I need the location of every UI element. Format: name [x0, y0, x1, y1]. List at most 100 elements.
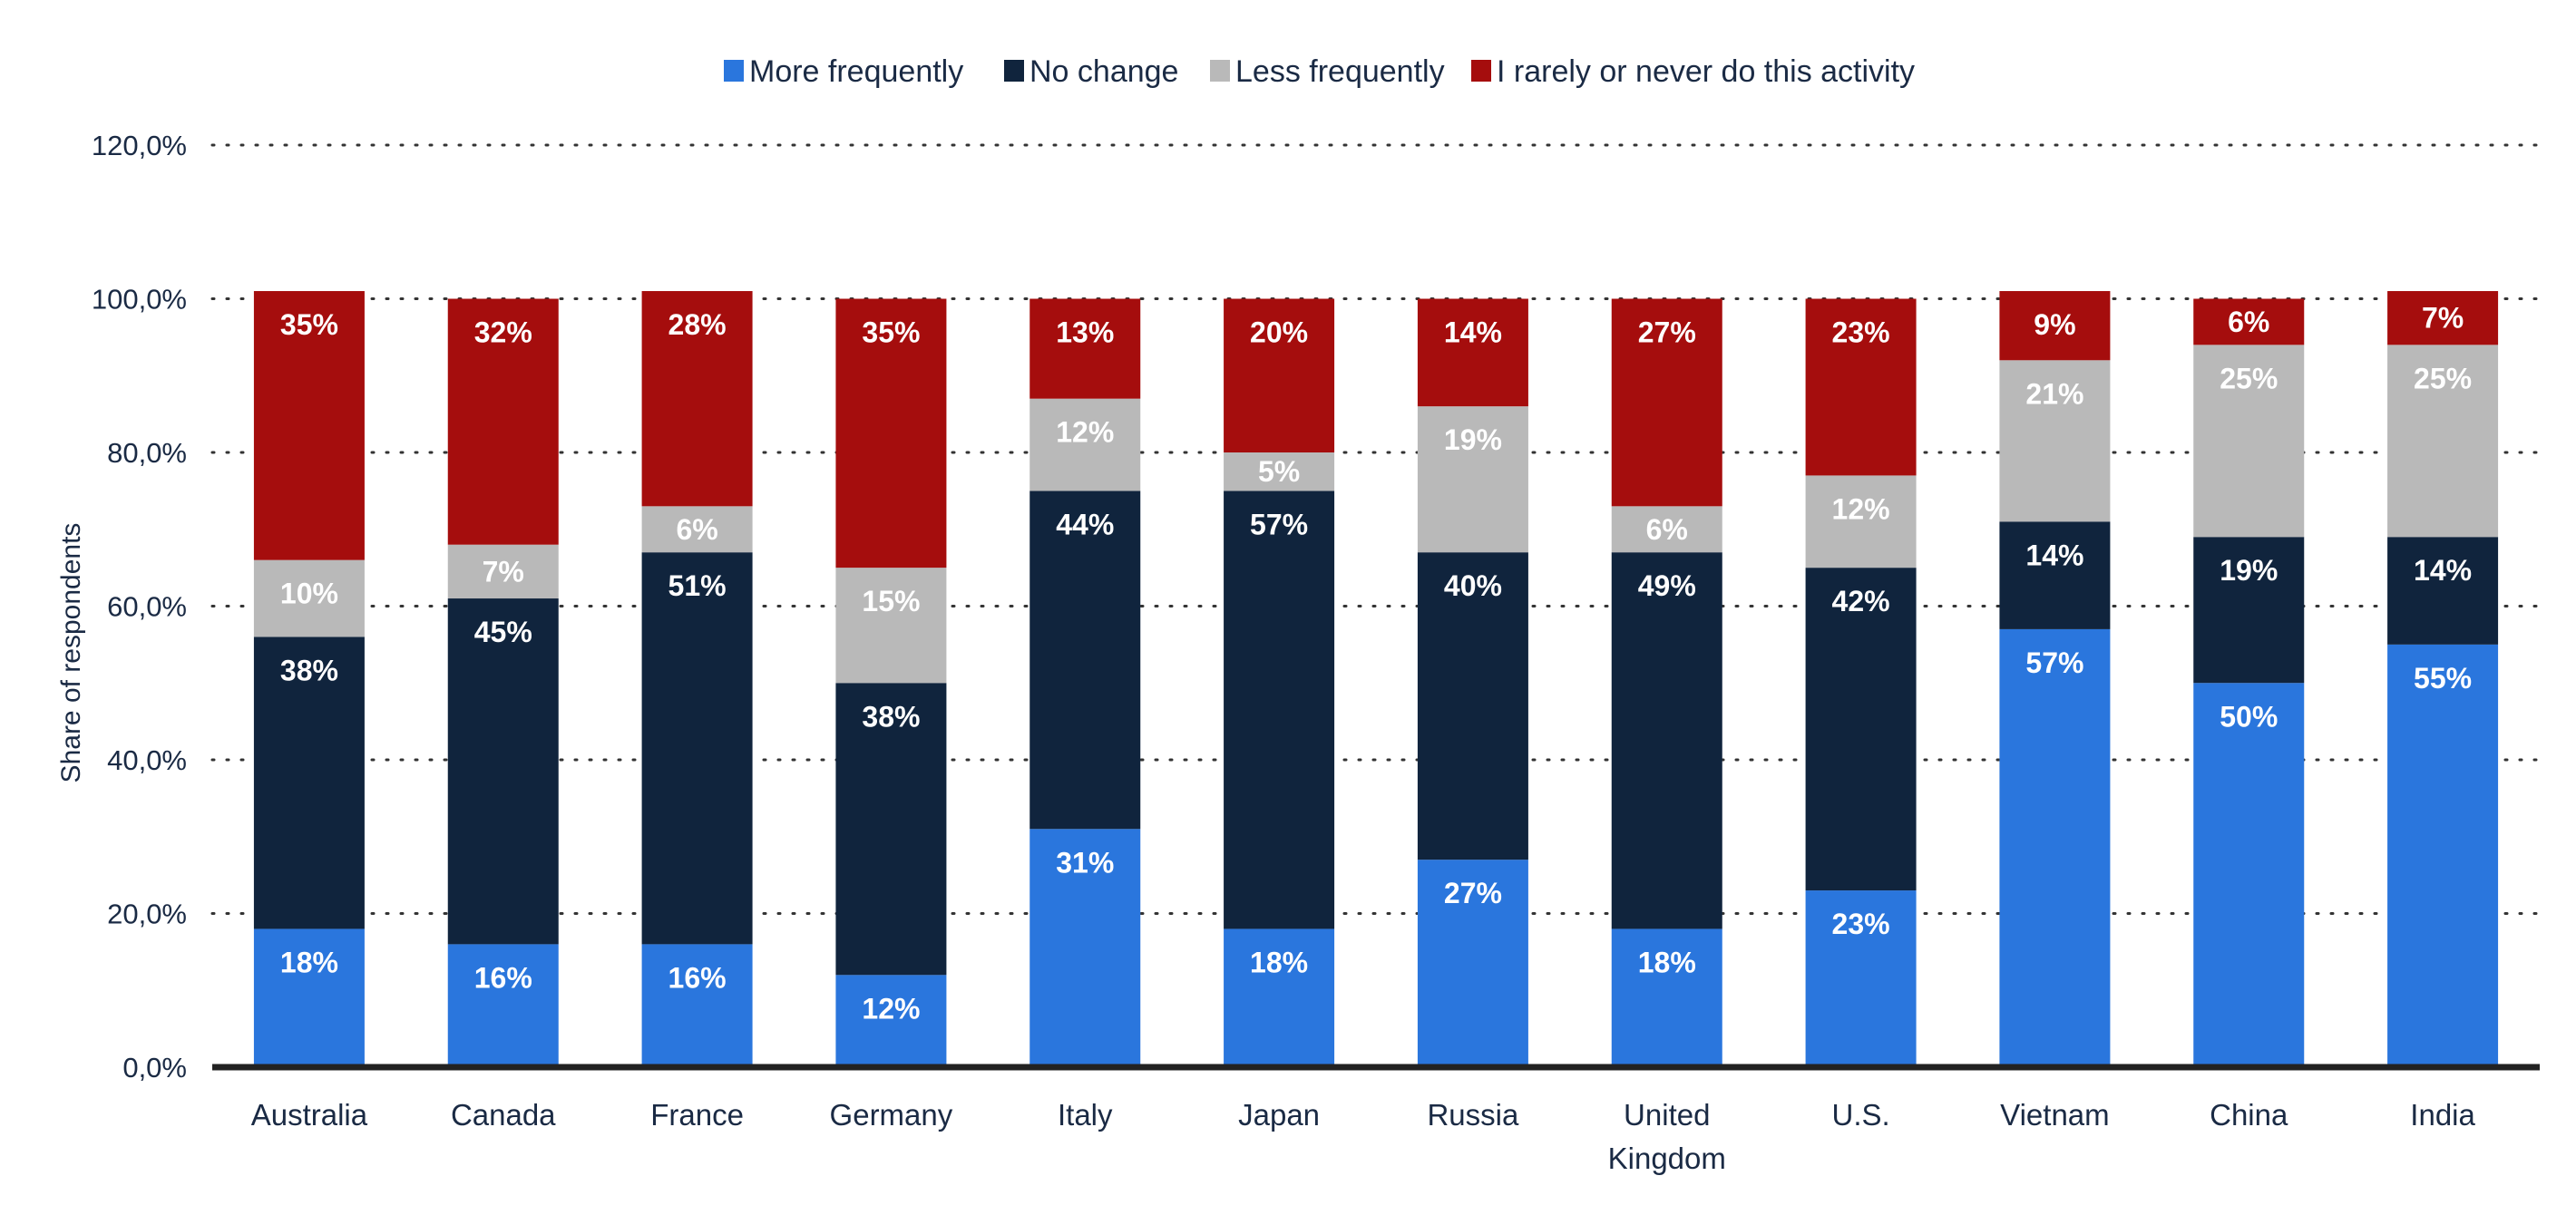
- data-label: 18%: [280, 946, 338, 978]
- legend-item: I rarely or never do this activity: [1471, 54, 1915, 89]
- data-label: 14%: [1444, 316, 1502, 349]
- bar-segment: [1805, 475, 1917, 568]
- bar-segment: [1805, 298, 1917, 476]
- data-label: 27%: [1638, 316, 1696, 349]
- bar-segment: [1611, 298, 1722, 507]
- bar-segment: [1224, 452, 1335, 491]
- bar-stack: 18% 38% 10% 35%: [253, 291, 365, 1067]
- legend-item: No change: [1004, 54, 1178, 89]
- data-label: 16%: [668, 961, 727, 994]
- y-tick-label: 120,0%: [92, 130, 187, 161]
- data-label: 57%: [1250, 508, 1308, 540]
- x-tick-label: China: [2210, 1098, 2288, 1132]
- bar-stack: 16% 51% 6% 28%: [641, 291, 753, 1067]
- data-label: 38%: [280, 654, 338, 686]
- data-label: 12%: [1832, 492, 1890, 525]
- bar-segment: [1029, 829, 1141, 1067]
- data-label: 6%: [676, 513, 717, 546]
- bar-segment: [835, 298, 947, 568]
- bar-segment: [447, 598, 559, 945]
- bar-segment: [2387, 644, 2499, 1067]
- data-label: 51%: [668, 569, 727, 602]
- bar-stack: 31% 44% 12% 13%: [1029, 298, 1141, 1067]
- bar-segment: [835, 683, 947, 976]
- x-tick-label: Vietnam: [2000, 1098, 2109, 1132]
- bar-segment: [641, 506, 753, 553]
- data-label: 14%: [2414, 554, 2472, 587]
- bar-segment: [1224, 491, 1335, 929]
- bars: 18% 38% 10% 35% 16% 45% 7% 32% 16% 51% 6% 28% 12% 38%…: [253, 291, 2499, 1067]
- bar-segment: [2193, 298, 2305, 345]
- data-label: 55%: [2414, 662, 2472, 695]
- data-label: 27%: [1444, 877, 1502, 909]
- bar-segment: [2193, 537, 2305, 684]
- legend: More frequently No change Less frequently I…: [724, 54, 1915, 89]
- data-label: 20%: [1250, 316, 1308, 349]
- bar-segment: [835, 975, 947, 1067]
- data-label: 9%: [2034, 308, 2075, 341]
- bar-stack: 55% 14% 25% 7%: [2387, 291, 2499, 1067]
- y-tick-label: 100,0%: [92, 284, 187, 316]
- bar-segment: [1417, 406, 1528, 553]
- data-label: 21%: [2025, 377, 2083, 410]
- bar-segment: [1417, 552, 1528, 860]
- bar-segment: [641, 291, 753, 507]
- x-axis-categories: Australia Canada France Germany Italy Japan Ru…: [251, 1098, 2476, 1175]
- bar-stack: 18% 57% 5% 20%: [1224, 298, 1335, 1067]
- y-axis-label: Share of respondents: [56, 523, 86, 783]
- bar-segment: [447, 544, 559, 599]
- data-label: 40%: [1444, 569, 1502, 602]
- data-label: 19%: [2220, 554, 2278, 587]
- bar-segment: [447, 298, 559, 545]
- x-tick-label: Germany: [830, 1098, 953, 1132]
- bar-stack: 18% 49% 6% 27%: [1611, 298, 1722, 1067]
- bar-segment: [1611, 506, 1722, 553]
- bar-segment: [253, 928, 365, 1067]
- x-tick-label: Australia: [251, 1098, 368, 1132]
- bar-segment: [2387, 345, 2499, 538]
- x-tick-label: United: [1624, 1098, 1710, 1132]
- legend-swatch: [1471, 60, 1491, 82]
- data-label: 35%: [280, 308, 338, 341]
- bar-segment: [253, 559, 365, 637]
- data-label: 50%: [2220, 700, 2278, 733]
- y-tick-label: 80,0%: [107, 437, 187, 469]
- bar-stack: 27% 40% 19% 14%: [1417, 298, 1528, 1067]
- data-label: 15%: [862, 585, 920, 617]
- bar-segment: [1224, 298, 1335, 452]
- data-label: 38%: [862, 700, 920, 733]
- bar-stack: 50% 19% 25% 6%: [2193, 298, 2305, 1067]
- legend-label: I rarely or never do this activity: [1497, 54, 1915, 89]
- x-tick-label: Canada: [451, 1098, 556, 1132]
- data-label: 45%: [474, 616, 532, 648]
- bar-segment: [2193, 345, 2305, 538]
- data-label: 49%: [1638, 569, 1696, 602]
- bar-stack: 23% 42% 12% 23%: [1805, 298, 1917, 1067]
- data-label: 6%: [2228, 306, 2269, 338]
- bar-segment: [253, 291, 365, 560]
- bar-segment: [447, 944, 559, 1067]
- x-tick-label: U.S.: [1831, 1098, 1889, 1132]
- data-label: 44%: [1056, 508, 1114, 540]
- legend-label: Less frequently: [1235, 54, 1445, 89]
- data-label: 31%: [1056, 846, 1114, 879]
- bar-segment: [1805, 568, 1917, 891]
- bar-segment: [641, 552, 753, 945]
- data-label: 5%: [1258, 455, 1300, 488]
- bar-segment: [1611, 928, 1722, 1067]
- x-tick-label: France: [650, 1098, 744, 1132]
- bar-segment: [1224, 928, 1335, 1067]
- y-axis-ticks: 0,0% 20,0% 40,0% 60,0% 80,0% 100,0% 120,0%: [92, 130, 187, 1084]
- bar-segment: [1805, 890, 1917, 1067]
- data-label: 32%: [474, 316, 532, 349]
- y-tick-label: 60,0%: [107, 591, 187, 623]
- bar-segment: [2387, 537, 2499, 645]
- legend-swatch: [1210, 60, 1230, 82]
- bar-segment: [1999, 628, 2111, 1067]
- data-label: 23%: [1832, 316, 1890, 349]
- y-tick-label: 40,0%: [107, 744, 187, 776]
- data-label: 25%: [2414, 362, 2472, 394]
- x-tick-label: Kingdom: [1608, 1142, 1726, 1175]
- bar-segment: [1999, 360, 2111, 522]
